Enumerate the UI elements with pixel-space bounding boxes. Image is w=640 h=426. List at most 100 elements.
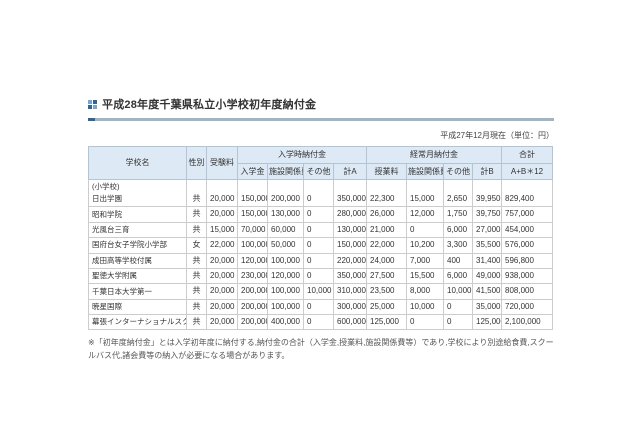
entrance-fee-cell: 200,000: [237, 298, 268, 316]
col-header-entrance-fee: 入学金: [237, 162, 268, 181]
exam-fee-cell: 20,000: [206, 314, 238, 331]
other-1-cell: 0: [303, 252, 334, 269]
total-cell: 808,000: [501, 283, 553, 300]
col-header-exam-fee: 受験料: [206, 145, 238, 181]
subtotal-b-cell: 31,400: [472, 252, 502, 269]
other-1-cell: 0: [303, 191, 334, 208]
exam-fee-cell: 20,000: [206, 191, 238, 208]
subtotal-b-cell: 39,750: [472, 206, 502, 223]
other-2-cell: 10,000: [443, 283, 473, 300]
table-row: 千葉日本大学第一 共 20,000 200,000 100,000 10,000…: [88, 283, 553, 300]
gender-cell: 共: [186, 221, 207, 239]
gender-cell: 共: [186, 191, 207, 208]
subtotal-a-cell: 150,000: [333, 237, 367, 254]
other-1-cell: 0: [303, 314, 334, 331]
facility-fee-1-cell: 100,000: [267, 252, 304, 269]
col-header-other-2: その他: [443, 162, 473, 181]
table-row: 聖徳大学附属 共 20,000 230,000 120,000 0 350,00…: [88, 267, 553, 285]
facility-fee-1-cell: 50,000: [267, 237, 304, 254]
facility-fee-1-cell: 100,000: [267, 283, 304, 300]
col-header-gender: 性別: [186, 145, 207, 181]
school-name-cell: 光風台三育: [88, 221, 187, 239]
subtotal-b-cell: 49,000: [472, 267, 502, 285]
school-name-cell: 幕張インターナショナルスクール: [88, 314, 187, 331]
entrance-fee-cell: 150,000: [237, 191, 268, 208]
total-cell: 2,100,000: [501, 314, 553, 331]
col-group-total: 合計: [501, 146, 553, 164]
category-row: (小学校): [88, 179, 553, 192]
col-header-facility-fee-1: 施設関係費: [267, 162, 304, 181]
title-row: 平成28年度千葉県私立小学校初年度納付金: [88, 96, 554, 112]
other-2-cell: 0: [443, 314, 473, 331]
table-row: 昭和学院 共 20,000 150,000 130,000 0 280,000 …: [88, 206, 553, 223]
gender-cell: 共: [186, 267, 207, 285]
table-row: 幕張インターナショナルスクール 共 20,000 200,000 400,000…: [88, 314, 553, 331]
subtotal-a-cell: 220,000: [333, 252, 367, 269]
facility-fee-2-cell: 8,000: [406, 283, 444, 300]
tuition-cell: 22,000: [366, 237, 407, 254]
date-note: 平成27年12月現在（単位：円）: [440, 131, 554, 140]
other-2-cell: 6,000: [443, 267, 473, 285]
tuition-cell: 22,300: [366, 191, 407, 208]
facility-fee-1-cell: 60,000: [267, 221, 304, 239]
tuition-cell: 24,000: [366, 252, 407, 269]
exam-fee-cell: 20,000: [206, 206, 238, 223]
category-label: (小学校): [88, 179, 187, 192]
exam-fee-cell: 20,000: [206, 283, 238, 300]
tuition-cell: 27,500: [366, 267, 407, 285]
gender-cell: 共: [186, 206, 207, 223]
entrance-fee-cell: 200,000: [237, 283, 268, 300]
subtotal-a-cell: 310,000: [333, 283, 367, 300]
table-row: 国府台女子学院小学部 女 22,000 100,000 50,000 0 150…: [88, 237, 553, 254]
total-cell: 720,000: [501, 298, 553, 316]
col-header-subtotal-a: 計A: [333, 162, 367, 181]
divider-accent: [88, 118, 95, 121]
col-header-total-formula: A+B＊12: [501, 162, 553, 181]
facility-fee-1-cell: 120,000: [267, 267, 304, 285]
table-row: 暁星国際 共 20,000 200,000 100,000 0 300,000 …: [88, 298, 553, 316]
gender-cell: 共: [186, 252, 207, 269]
subtotal-b-cell: 39,950: [472, 191, 502, 208]
subtotal-a-cell: 280,000: [333, 206, 367, 223]
facility-fee-2-cell: 12,000: [406, 206, 444, 223]
subtotal-b-cell: 125,000: [472, 314, 502, 331]
col-group-entrance-fees: 入学時納付金: [237, 146, 367, 164]
title-divider: [88, 118, 554, 121]
entrance-fee-cell: 100,000: [237, 237, 268, 254]
subtotal-b-cell: 35,500: [472, 237, 502, 254]
facility-fee-1-cell: 130,000: [267, 206, 304, 223]
footnote: ※「初年度納付金」とは入学初年度に納付する,納付金の合計（入学金,授業料,施設関…: [88, 338, 554, 361]
subtotal-b-cell: 41,500: [472, 283, 502, 300]
facility-fee-2-cell: 7,000: [406, 252, 444, 269]
col-header-other-1: その他: [303, 162, 334, 181]
other-2-cell: 400: [443, 252, 473, 269]
school-name-cell: 千葉日本大学第一: [88, 283, 187, 300]
page-title: 平成28年度千葉県私立小学校初年度納付金: [102, 99, 317, 111]
total-cell: 938,000: [501, 267, 553, 285]
school-name-cell: 国府台女子学院小学部: [88, 237, 187, 254]
table-body: (小学校) 日出学園 共 20,000 150,000 200,000 0 35…: [88, 179, 553, 331]
facility-fee-1-cell: 200,000: [267, 191, 304, 208]
exam-fee-cell: 20,000: [206, 298, 238, 316]
entrance-fee-cell: 70,000: [237, 221, 268, 239]
gender-cell: 共: [186, 283, 207, 300]
other-1-cell: 0: [303, 267, 334, 285]
other-2-cell: 0: [443, 298, 473, 316]
entrance-fee-cell: 230,000: [237, 267, 268, 285]
table-header: 学校名 性別 受験料 入学時納付金 経常月納付金 合計 入学金 施設関係費 その…: [88, 145, 553, 181]
subtotal-b-cell: 35,000: [472, 298, 502, 316]
entrance-fee-cell: 200,000: [237, 314, 268, 331]
facility-fee-2-cell: 0: [406, 314, 444, 331]
exam-fee-cell: 20,000: [206, 267, 238, 285]
facility-fee-1-cell: 100,000: [267, 298, 304, 316]
subtotal-b-cell: 27,000: [472, 221, 502, 239]
col-header-school: 学校名: [88, 145, 187, 181]
col-header-subtotal-b: 計B: [472, 162, 502, 181]
exam-fee-cell: 22,000: [206, 237, 238, 254]
facility-fee-2-cell: 10,000: [406, 298, 444, 316]
subtotal-a-cell: 600,000: [333, 314, 367, 331]
grid-bullet-icon: [88, 99, 97, 109]
facility-fee-2-cell: 15,000: [406, 191, 444, 208]
gender-cell: 共: [186, 314, 207, 331]
facility-fee-2-cell: 10,200: [406, 237, 444, 254]
